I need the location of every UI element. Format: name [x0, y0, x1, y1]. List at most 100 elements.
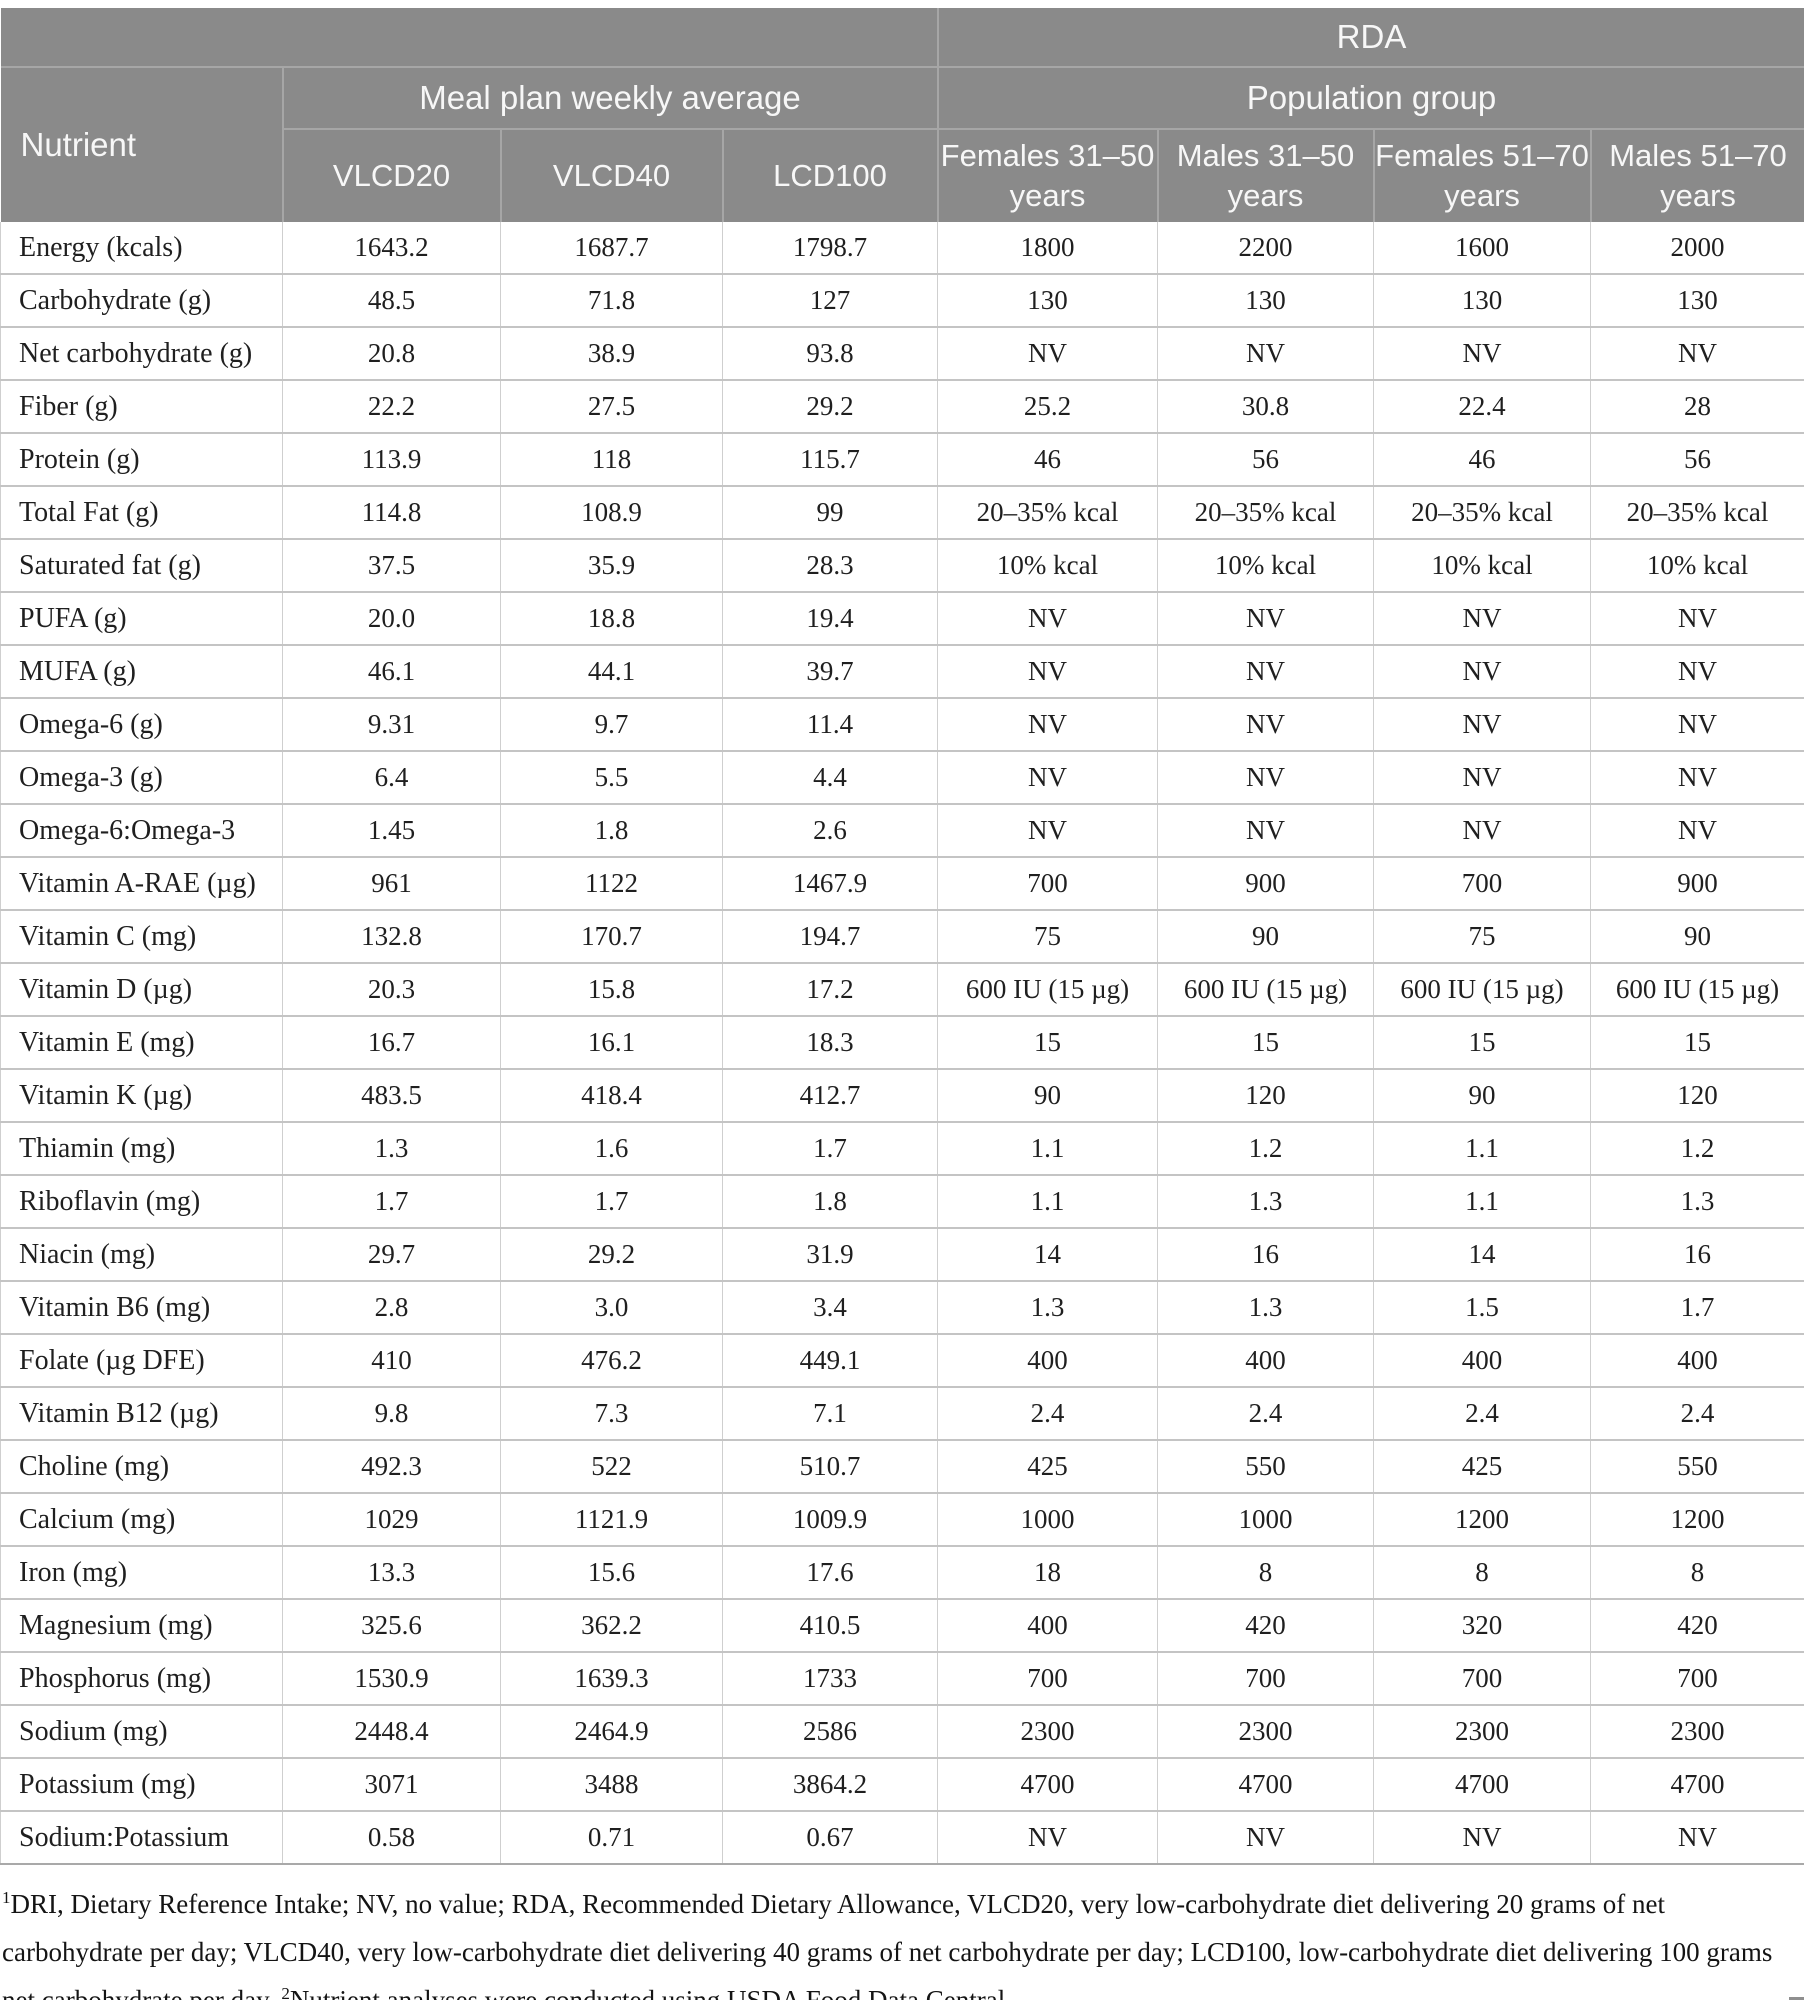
value-cell: 46.1 [282, 644, 501, 698]
value-cell: 400 [1373, 1333, 1591, 1387]
value-cell: 1122 [500, 856, 723, 910]
value-cell: 2.8 [282, 1280, 501, 1334]
table-row: Fiber (g) 22.2 27.5 29.2 25.2 30.8 22.4 28 [0, 379, 1804, 433]
value-cell: 1.7 [500, 1174, 723, 1228]
value-cell: NV [1590, 591, 1804, 645]
value-cell: 113.9 [282, 432, 501, 486]
scrollbar-corner [1789, 1997, 1804, 2000]
value-cell: 492.3 [282, 1439, 501, 1493]
value-cell: 1.3 [1590, 1174, 1804, 1228]
table-row: Saturated fat (g) 37.5 35.9 28.3 10% kcal 10%… [0, 538, 1804, 592]
value-cell: 1.7 [1590, 1280, 1804, 1334]
value-cell: NV [937, 1810, 1158, 1864]
value-cell: 1.2 [1590, 1121, 1804, 1175]
value-cell: 1121.9 [500, 1492, 723, 1546]
value-cell: 25.2 [937, 379, 1158, 433]
value-cell: 1530.9 [282, 1651, 501, 1705]
value-cell: 19.4 [722, 591, 938, 645]
value-cell: 17.6 [722, 1545, 938, 1599]
value-cell: 700 [1373, 1651, 1591, 1705]
value-cell: 132.8 [282, 909, 501, 963]
value-cell: 1.7 [282, 1174, 501, 1228]
value-cell: 120 [1590, 1068, 1804, 1122]
value-cell: NV [1157, 591, 1374, 645]
value-cell: 90 [937, 1068, 1158, 1122]
footnote: 1DRI, Dietary Reference Intake; NV, no v… [2, 1880, 1802, 2000]
value-cell: NV [937, 803, 1158, 857]
value-cell: 1.1 [1373, 1174, 1591, 1228]
value-cell: 114.8 [282, 485, 501, 539]
value-cell: 9.8 [282, 1386, 501, 1440]
value-cell: 130 [1157, 273, 1374, 327]
value-cell: 362.2 [500, 1598, 723, 1652]
nutrient-cell: Vitamin K (µg) [0, 1068, 283, 1122]
value-cell: 1639.3 [500, 1651, 723, 1705]
value-cell: 4700 [1590, 1757, 1804, 1811]
nutrient-cell: Protein (g) [0, 432, 283, 486]
value-cell: NV [1590, 697, 1804, 751]
value-cell: 8 [1590, 1545, 1804, 1599]
value-cell: 476.2 [500, 1333, 723, 1387]
value-cell: 2300 [937, 1704, 1158, 1758]
value-cell: 1000 [1157, 1492, 1374, 1546]
value-cell: 900 [1590, 856, 1804, 910]
value-cell: 1.3 [937, 1280, 1158, 1334]
value-cell: 3488 [500, 1757, 723, 1811]
group-header-row: Nutrient Meal plan weekly average Popula… [0, 66, 1804, 222]
value-cell: 29.2 [722, 379, 938, 433]
nutrient-cell: Vitamin C (mg) [0, 909, 283, 963]
value-cell: 700 [1590, 1651, 1804, 1705]
footnote-superscript-1: 1 [2, 1888, 11, 1907]
value-cell: 13.3 [282, 1545, 501, 1599]
nutrient-cell: PUFA (g) [0, 591, 283, 645]
value-cell: 3864.2 [722, 1757, 938, 1811]
value-cell: 29.7 [282, 1227, 501, 1281]
value-cell: 1800 [937, 222, 1158, 274]
value-cell: 2.4 [1590, 1386, 1804, 1440]
value-cell: NV [937, 697, 1158, 751]
value-cell: 9.7 [500, 697, 723, 751]
value-cell: 18.8 [500, 591, 723, 645]
value-cell: 4700 [1373, 1757, 1591, 1811]
value-cell: NV [1590, 750, 1804, 804]
value-cell: NV [1373, 697, 1591, 751]
value-cell: 75 [937, 909, 1158, 963]
nutrient-cell: Vitamin E (mg) [0, 1015, 283, 1069]
value-cell: 1.6 [500, 1121, 723, 1175]
value-cell: 29.2 [500, 1227, 723, 1281]
nutrient-cell: Niacin (mg) [0, 1227, 283, 1281]
value-cell: 18.3 [722, 1015, 938, 1069]
value-cell: 700 [937, 856, 1158, 910]
value-cell: NV [937, 591, 1158, 645]
value-cell: 2000 [1590, 222, 1804, 274]
value-cell: NV [1373, 326, 1591, 380]
value-cell: 2586 [722, 1704, 938, 1758]
nutrient-cell: Omega-3 (g) [0, 750, 283, 804]
value-cell: 31.9 [722, 1227, 938, 1281]
nutrient-cell: Omega-6 (g) [0, 697, 283, 751]
table-row: Carbohydrate (g) 48.5 71.8 127 130 130 130 130 [0, 273, 1804, 327]
value-cell: NV [1373, 750, 1591, 804]
value-cell: NV [1373, 803, 1591, 857]
table-row: Sodium:Potassium 0.58 0.71 0.67 NV NV NV NV [0, 1810, 1804, 1864]
nutrient-cell: Net carbohydrate (g) [0, 326, 283, 380]
column-header-row: VLCD20 VLCD40 LCD100 Females 31–50 years… [1, 128, 1804, 222]
value-cell: 20–35% kcal [937, 485, 1158, 539]
value-cell: 1687.7 [500, 222, 723, 274]
value-cell: 1200 [1590, 1492, 1804, 1546]
value-cell: 4.4 [722, 750, 938, 804]
table-row: Calcium (mg) 1029 1121.9 1009.9 1000 1000 1200… [0, 1492, 1804, 1546]
value-cell: 1798.7 [722, 222, 938, 274]
value-cell: NV [1157, 803, 1374, 857]
value-cell: 48.5 [282, 273, 501, 327]
value-cell: 75 [1373, 909, 1591, 963]
value-cell: 38.9 [500, 326, 723, 380]
value-cell: 425 [1373, 1439, 1591, 1493]
value-cell: 10% kcal [1157, 538, 1374, 592]
value-cell: 28.3 [722, 538, 938, 592]
value-cell: 15.8 [500, 962, 723, 1016]
rda-header-row: RDA [0, 8, 1804, 67]
value-cell: NV [1590, 644, 1804, 698]
value-cell: 127 [722, 273, 938, 327]
table-row: Folate (µg DFE) 410 476.2 449.1 400 400 400 400 [0, 1333, 1804, 1387]
